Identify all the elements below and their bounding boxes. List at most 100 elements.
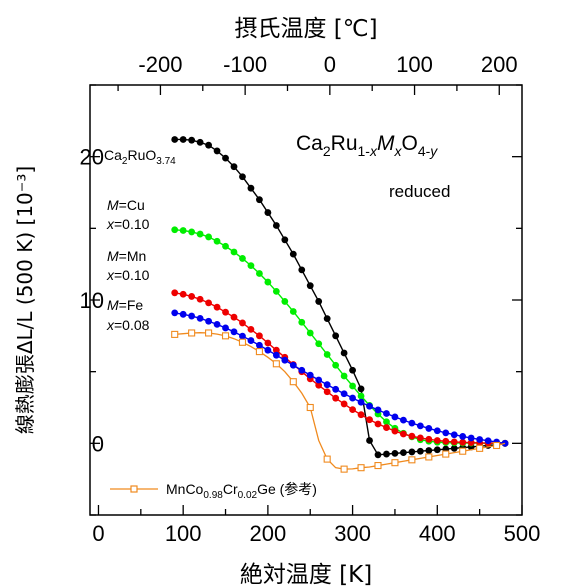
data-point — [450, 444, 458, 452]
data-point — [272, 222, 280, 229]
data-point — [230, 163, 238, 171]
data-point — [205, 299, 212, 307]
series-line-0 — [174, 138, 506, 456]
data-point — [171, 289, 179, 297]
data-point — [349, 406, 356, 414]
data-point — [357, 398, 365, 406]
data-point — [264, 339, 272, 347]
legend-marker — [130, 485, 138, 493]
data-point — [281, 236, 289, 244]
data-point — [391, 449, 399, 457]
data-point — [408, 432, 416, 440]
data-point — [213, 147, 221, 155]
data-point — [400, 449, 407, 457]
data-point — [171, 226, 179, 234]
data-point — [323, 351, 331, 358]
data-point — [264, 209, 272, 216]
x2-tick-label: 200 — [481, 52, 518, 77]
data-point — [256, 332, 263, 340]
data-point — [256, 270, 263, 277]
data-point — [281, 298, 289, 305]
data-point — [213, 303, 221, 311]
series-line-2 — [174, 292, 506, 445]
data-point — [332, 385, 340, 393]
data-point — [315, 298, 323, 305]
series-label-ca2ruo: Ca2RuO3.74 — [104, 147, 176, 167]
data-point — [264, 346, 272, 354]
data-point — [289, 361, 297, 369]
x2-tick-label: 100 — [396, 52, 433, 77]
x2-tick-label: -100 — [223, 52, 267, 77]
data-point — [239, 319, 246, 327]
data-point — [493, 441, 501, 450]
data-point — [239, 255, 246, 262]
data-point — [332, 361, 340, 369]
data-point — [247, 337, 255, 344]
data-point — [289, 308, 297, 315]
data-point — [188, 312, 196, 320]
data-point — [171, 136, 179, 143]
data-point — [357, 464, 365, 472]
data-point — [238, 338, 247, 346]
top-axis-title: 摂氏温度 [℃] — [234, 16, 377, 42]
data-point — [171, 309, 179, 317]
data-point — [247, 325, 255, 333]
data-point — [281, 356, 289, 364]
data-point — [188, 329, 196, 337]
data-point — [391, 459, 399, 467]
data-point — [425, 435, 433, 443]
data-point — [383, 450, 390, 458]
data-point — [323, 315, 331, 323]
data-point — [179, 136, 187, 143]
data-point — [205, 141, 212, 149]
data-point — [374, 451, 382, 459]
data-point — [357, 392, 365, 400]
data-point — [222, 242, 229, 250]
data-point — [340, 400, 348, 408]
y-tick-label: 20 — [80, 145, 104, 170]
data-point — [391, 413, 399, 421]
data-point — [374, 406, 382, 414]
data-point — [400, 430, 407, 438]
data-point — [272, 360, 280, 368]
data-point — [213, 237, 221, 245]
data-point — [230, 248, 238, 256]
y-tick-label: 0 — [92, 431, 104, 456]
x-tick-label: 400 — [419, 521, 456, 546]
data-point — [332, 394, 340, 402]
x2-tick-label: 0 — [324, 52, 336, 77]
data-point — [315, 376, 323, 384]
data-point — [476, 436, 484, 443]
series-label-fe-m: M=Fe — [107, 297, 143, 313]
tick-labels: 0 100 200 300 400 500 -200 -100 0 100 200 0 10 20 — [80, 52, 541, 546]
series-label-cu-m: M=Cu — [107, 197, 145, 213]
data-point — [298, 266, 306, 274]
chart-subtitle: reduced — [389, 182, 450, 201]
data-point — [323, 455, 331, 463]
data-point — [179, 290, 187, 298]
data-point — [425, 447, 433, 454]
series-label-cu-x: x=0.10 — [106, 216, 150, 232]
series-label-mn-m: M=Mn — [107, 248, 146, 264]
data-point — [349, 394, 356, 402]
data-point — [196, 314, 204, 322]
data-point — [222, 324, 229, 332]
data-point — [433, 446, 441, 454]
data-point — [323, 388, 331, 396]
x-tick-label: 0 — [92, 521, 104, 546]
data-point — [230, 328, 238, 336]
x2-tick-label: -200 — [138, 52, 182, 77]
data-point — [179, 227, 187, 234]
data-point — [340, 349, 348, 357]
data-point — [272, 288, 280, 295]
series-line-4 — [174, 332, 506, 470]
data-point — [298, 318, 306, 326]
series-line-1 — [174, 229, 506, 445]
data-point — [366, 402, 373, 410]
data-point — [433, 437, 441, 444]
data-point — [256, 341, 263, 349]
data-point — [306, 329, 314, 337]
data-point — [205, 233, 212, 241]
y-tick-label: 10 — [80, 288, 104, 313]
